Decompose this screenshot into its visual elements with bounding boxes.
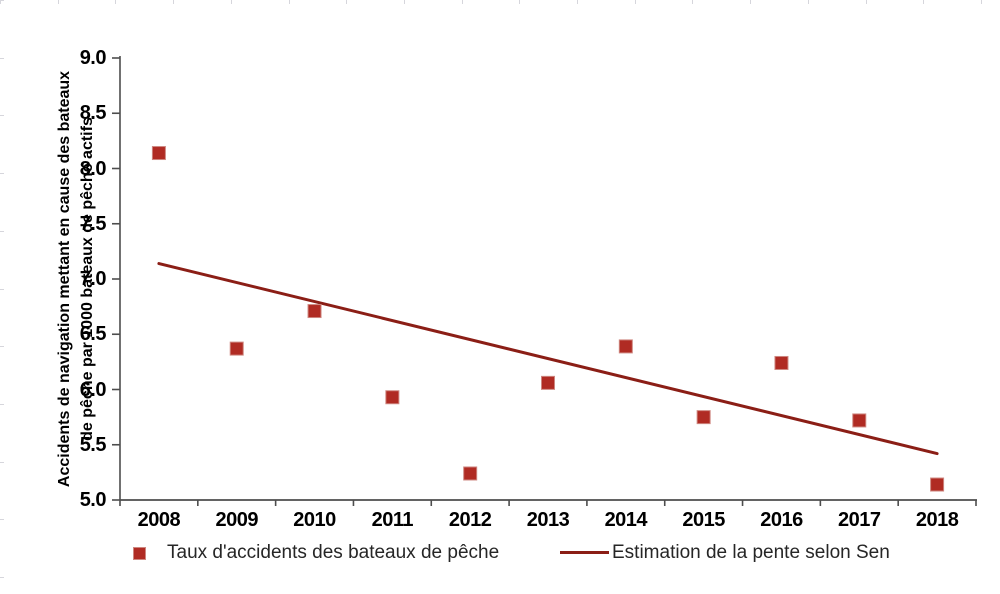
y-tick-label: 8.5 (79, 102, 107, 125)
data-point-marker (852, 413, 867, 428)
y-tick-label: 6.0 (79, 378, 107, 401)
y-axis-title-line2: de pêche par 1000 bateaux de pêche actif… (79, 117, 96, 441)
edge-tick-mark (0, 462, 4, 463)
x-tick-label: 2012 (448, 509, 492, 531)
data-point-marker (618, 339, 633, 354)
edge-tick-mark (0, 404, 4, 405)
x-tick-label: 2018 (915, 509, 959, 531)
edge-tick-mark (808, 0, 809, 4)
edge-tick-mark (346, 0, 347, 4)
y-tick-label: 7.5 (79, 212, 107, 235)
x-tick-label: 2014 (604, 509, 648, 531)
edge-tick-mark (0, 289, 4, 290)
edge-tick-mark (0, 577, 4, 578)
legend-line-sample-icon (560, 551, 609, 554)
x-tick-label: 2008 (137, 509, 181, 531)
y-tick-label: 5.0 (79, 489, 107, 511)
edge-tick-mark (0, 115, 4, 116)
data-point-marker (696, 410, 711, 425)
data-point-marker (151, 146, 166, 161)
x-tick-label: 2013 (526, 509, 570, 531)
data-point-marker (307, 304, 322, 319)
edge-tick-mark (0, 519, 4, 520)
legend-square-marker-icon (133, 547, 146, 560)
edge-tick-mark (0, 58, 4, 59)
data-point-marker (463, 466, 478, 481)
edge-tick-mark (0, 0, 4, 1)
y-axis-title: Accidents de navigation mettant en cause… (53, 39, 99, 519)
edge-tick-mark (115, 0, 116, 4)
data-point-marker (774, 355, 789, 370)
edge-tick-mark (0, 173, 4, 174)
edge-tick-mark (404, 0, 405, 4)
legend-label-accident-rate: Taux d'accidents des bateaux de pêche (167, 542, 500, 563)
edge-tick-mark (635, 0, 636, 4)
edge-tick-mark (0, 231, 4, 232)
data-point-marker (541, 375, 555, 390)
edge-tick-mark (0, 0, 1, 4)
edge-tick-mark (0, 346, 4, 347)
edge-tick-mark (750, 0, 751, 4)
x-tick-label: 2016 (760, 509, 803, 531)
y-tick-label: 5.5 (79, 433, 107, 456)
data-point-marker (385, 390, 400, 405)
edge-tick-mark (866, 0, 867, 4)
edge-tick-mark (462, 0, 463, 4)
x-tick-label: 2010 (293, 509, 336, 531)
data-point-marker (229, 341, 244, 356)
x-tick-label: 2011 (371, 509, 414, 531)
data-point-marker (930, 477, 945, 492)
x-tick-label: 2009 (215, 509, 258, 531)
sen-slope-line (157, 262, 939, 456)
y-tick-label: 6.5 (79, 323, 107, 346)
edge-tick-mark (58, 0, 59, 4)
y-tick-label: 9.0 (79, 47, 107, 69)
edge-tick-mark (577, 0, 578, 4)
x-tick-label: 2015 (682, 509, 725, 531)
edge-tick-mark (519, 0, 520, 4)
edge-tick-mark (923, 0, 924, 4)
x-tick-label: 2017 (838, 509, 881, 531)
y-tick-label: 7.0 (79, 268, 107, 290)
legend: Taux d'accidents des bateaux de pêche Es… (0, 540, 1000, 570)
edge-tick-mark (692, 0, 693, 4)
edge-tick-mark (173, 0, 174, 4)
y-axis-title-line1: Accidents de navigation mettant en cause… (56, 70, 73, 488)
edge-tick-mark (289, 0, 290, 4)
edge-tick-mark (231, 0, 232, 4)
y-tick-label: 8.0 (79, 157, 107, 180)
legend-label-sen-slope: Estimation de la pente selon Sen (612, 542, 890, 563)
edge-tick-mark (981, 0, 982, 4)
